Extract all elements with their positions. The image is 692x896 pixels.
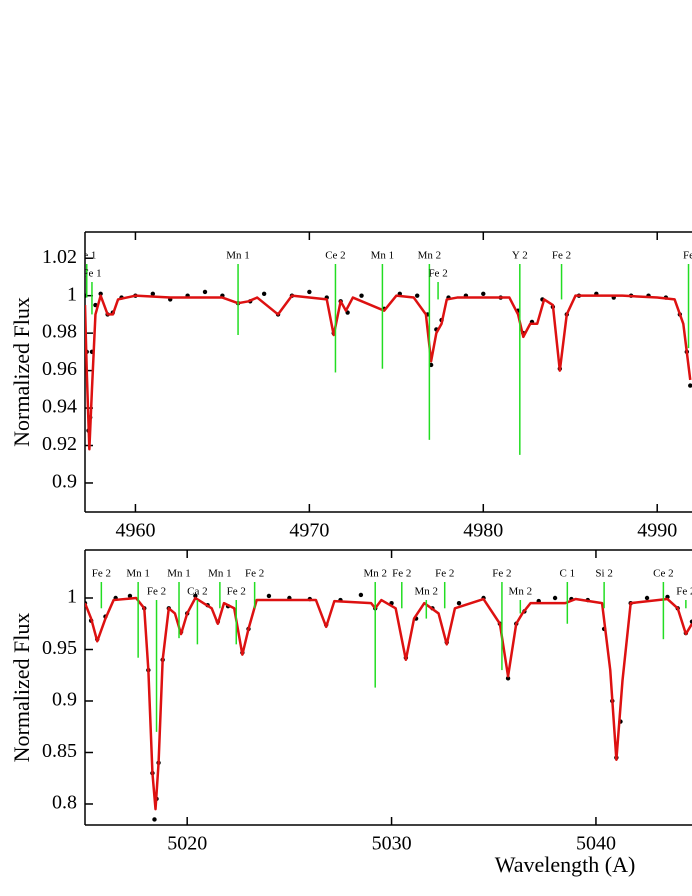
line-label: Fe 2 [392,568,411,580]
line-label: Si 2 [595,568,612,580]
y-axis-title: Normalized Flux [9,613,34,763]
y-tick-label: 0.8 [52,792,77,814]
data-point [689,619,692,624]
line-label: Fe 1 [77,250,96,262]
data-point [414,293,420,298]
y-tick-label: 1 [67,586,77,608]
data-point [261,291,267,297]
y-axis-title: Normalized Flux [9,297,34,447]
data-point [202,289,208,295]
data-point [266,593,272,599]
data-point [152,817,157,822]
data-point [98,291,103,297]
x-tick-label: 4980 [463,520,503,542]
model-line [85,596,692,811]
line-label: Ca 2 [187,586,207,598]
line-label: Fe 2 [428,268,447,280]
line-label: Ce 2 [653,568,673,580]
data-point [456,600,462,606]
data-point [688,383,692,388]
plot-area: Fe 2 Mn 1Fe 2Mn 1Ca 2Mn 1Fe 2Fe 2 Mn 2 Fe 2… [85,568,692,822]
line-label: Fe 2 [552,250,571,262]
line-label: Fe 2 [435,568,454,580]
data-point [481,291,486,297]
line-label: Fe 2 [227,586,246,598]
line-label: Mn 1 [208,568,232,580]
line-label: Mn 1 [167,568,191,580]
y-tick-label: 0.9 [52,689,77,711]
panel: 0.9 0.92 0.94 0.96 0.98 1 1.02 4960 4970 4980 4990… [9,231,692,542]
y-tick-label: 0.96 [42,358,77,380]
data-point [359,293,364,298]
line-label: Y 2 [512,250,528,262]
line-label: Mn 1 [371,250,395,262]
y-tick-label: 0.9 [52,471,77,493]
y-tick-label: 1.02 [42,246,77,268]
line-label: C 1 [560,568,576,580]
line-label: Fe 2 [245,568,264,580]
y-tick-label: 0.92 [42,433,77,455]
line-label: Fe 2 [492,568,511,580]
line-label: Fe 2 [92,568,111,580]
data-point [358,592,364,598]
x-tick-label: 5030 [372,833,412,855]
data-point [307,289,312,295]
line-label: Fe 2 [676,586,692,598]
line-label: Mn 2 [418,250,442,262]
model-line [85,294,692,451]
data-point [150,291,156,297]
x-tick-label: 5020 [167,833,207,855]
line-label: Fe 1 [82,268,101,280]
line-label: Mn 2 [363,568,387,580]
y-tick-label: 0.95 [42,637,77,659]
x-tick-label: 4990 [637,520,677,542]
data-point [505,676,511,681]
x-axis-title: Wavelength (A) [495,852,636,877]
y-tick-label: 0.94 [42,396,77,418]
line-label: Fe 2 [147,586,166,598]
plot-area: Fe 1 Fe 1 Mn 1 Ce 2 Mn 1 Mn 2 Fe 2 Y 2 Fe 2 Fe [77,250,692,455]
line-label: Mn 2 [415,586,439,598]
x-tick-label: 4970 [289,520,329,542]
y-tick-label: 0.98 [42,321,77,343]
line-label: Mn 1 [226,250,250,262]
data-point [644,595,650,601]
line-label: Mn 1 [126,568,150,580]
data-point [127,593,133,599]
y-tick-label: 0.85 [42,740,77,762]
y-tick-label: 1 [67,283,77,305]
line-label: Ce 2 [325,250,345,262]
data-point [552,595,558,601]
line-label: Fe [683,250,692,262]
x-tick-label: 5040 [576,833,616,855]
data-point [193,593,198,599]
x-tick-label: 4960 [115,520,155,542]
line-label: Mn 2 [509,586,533,598]
panel: 0.8 0.85 0.9 0.95 1 5020 5030 5040 Normalized Fl… [9,549,692,877]
